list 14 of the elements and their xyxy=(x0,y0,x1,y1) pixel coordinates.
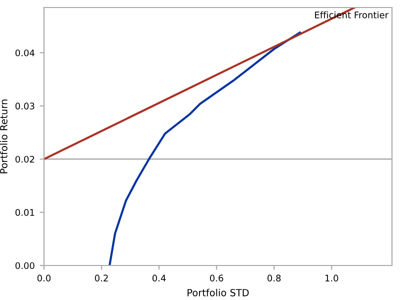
x-tick-label: 1.0 xyxy=(325,274,338,282)
y-tick-label: 0.00 xyxy=(15,262,34,270)
y-axis-title: Portfolio Return xyxy=(0,100,8,174)
x-axis-title: Portfolio STD xyxy=(188,288,249,296)
y-tick-label: 0.02 xyxy=(15,156,34,163)
y-tick-label: 0.03 xyxy=(15,102,34,110)
line-series xyxy=(108,31,302,266)
x-tick-label: 0.0 xyxy=(37,274,51,282)
x-tick-label: 0.2 xyxy=(94,274,108,282)
x-tick-label: 0.4 xyxy=(152,274,166,282)
y-tick-label: 0.04 xyxy=(15,49,34,56)
x-tick-label: 0.8 xyxy=(268,274,281,282)
x-tick-label: 0.6 xyxy=(210,274,224,282)
y-tick-label: 0.01 xyxy=(15,209,34,216)
